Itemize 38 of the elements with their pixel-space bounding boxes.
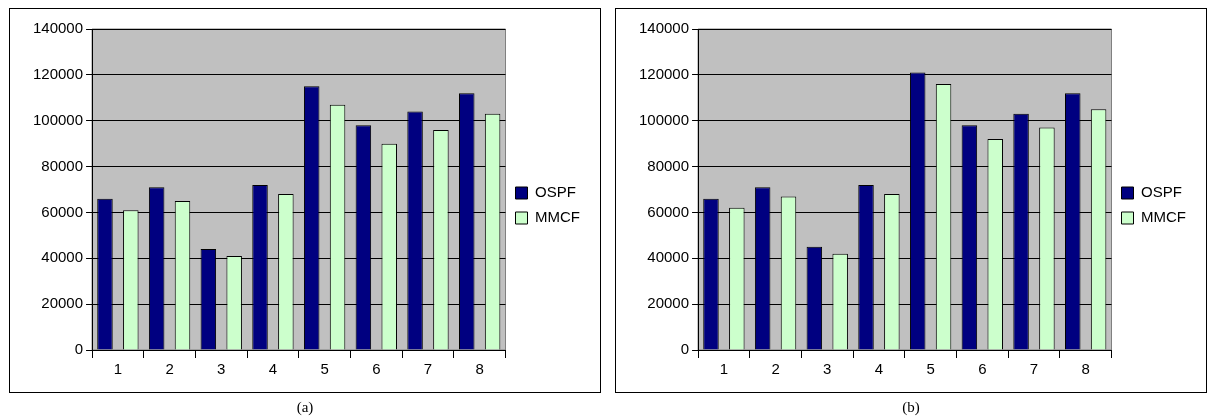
y-tick-label: 140000 bbox=[32, 19, 84, 37]
x-tick-label: 1 bbox=[113, 360, 123, 378]
y-tick-label: 80000 bbox=[41, 156, 84, 174]
x-tick-label: 5 bbox=[320, 360, 329, 378]
legend-label: OSPF bbox=[535, 183, 576, 201]
y-tick-label: 0 bbox=[74, 340, 84, 358]
y-tick-label: 80000 bbox=[647, 156, 690, 174]
x-tick-label: 4 bbox=[268, 360, 278, 378]
legend-label: MMCF bbox=[535, 208, 581, 226]
x-tick-label: 8 bbox=[475, 360, 484, 378]
x-tick-label: 5 bbox=[926, 360, 935, 378]
x-tick-label: 2 bbox=[165, 360, 174, 378]
x-tick-label: 8 bbox=[1081, 360, 1090, 378]
y-tick-label: 20000 bbox=[41, 294, 84, 312]
y-tick-label: 20000 bbox=[647, 294, 690, 312]
x-tick-label: 3 bbox=[823, 360, 832, 378]
legend-label: OSPF bbox=[1141, 183, 1182, 201]
legend-label: MMCF bbox=[1141, 208, 1187, 226]
y-tick-label: 60000 bbox=[41, 202, 84, 220]
x-tick-label: 3 bbox=[217, 360, 226, 378]
x-tick-label: 7 bbox=[1029, 360, 1039, 378]
x-tick-label: 2 bbox=[771, 360, 780, 378]
x-tick-label: 1 bbox=[719, 360, 729, 378]
y-tick-label: 0 bbox=[680, 340, 690, 358]
y-tick-label: 100000 bbox=[638, 110, 690, 128]
x-tick-label: 6 bbox=[978, 360, 987, 378]
y-tick-label: 120000 bbox=[638, 65, 690, 82]
text: (b) bbox=[902, 399, 920, 416]
y-tick-label: 40000 bbox=[41, 248, 84, 266]
y-tick-label: 60000 bbox=[647, 202, 690, 220]
text: (a) bbox=[296, 399, 314, 416]
y-tick-label: 40000 bbox=[647, 248, 690, 266]
x-tick-label: 4 bbox=[874, 360, 884, 378]
x-tick-label: 7 bbox=[423, 360, 433, 378]
x-tick-label: 6 bbox=[372, 360, 381, 378]
y-tick-label: 140000 bbox=[638, 19, 690, 37]
y-tick-label: 100000 bbox=[32, 110, 84, 128]
y-tick-label: 120000 bbox=[32, 65, 84, 82]
